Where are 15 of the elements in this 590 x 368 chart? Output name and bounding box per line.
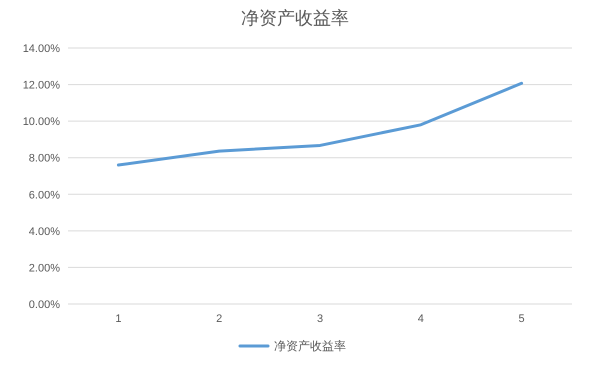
x-tick-label: 4	[418, 313, 424, 325]
x-tick-label: 3	[316, 313, 324, 325]
x-tick-label: 1	[115, 313, 122, 325]
y-tick-label: 12.00%	[22, 80, 60, 92]
y-tick-label: 6.00%	[28, 189, 60, 202]
y-tick-label: 2.00%	[28, 262, 60, 274]
y-tick-label: 10.00%	[22, 116, 60, 128]
legend-label: 净资产收益率	[274, 339, 346, 353]
x-tick-label: 5	[518, 313, 525, 325]
y-tick-label: 4.00%	[28, 226, 60, 238]
y-tick-label: 14.00%	[22, 43, 60, 55]
y-tick-label: 8.00%	[28, 152, 60, 165]
x-tick-label: 2	[216, 313, 222, 325]
y-tick-label: 0.00%	[28, 299, 60, 311]
chart-title: 净资产收益率	[241, 8, 349, 28]
